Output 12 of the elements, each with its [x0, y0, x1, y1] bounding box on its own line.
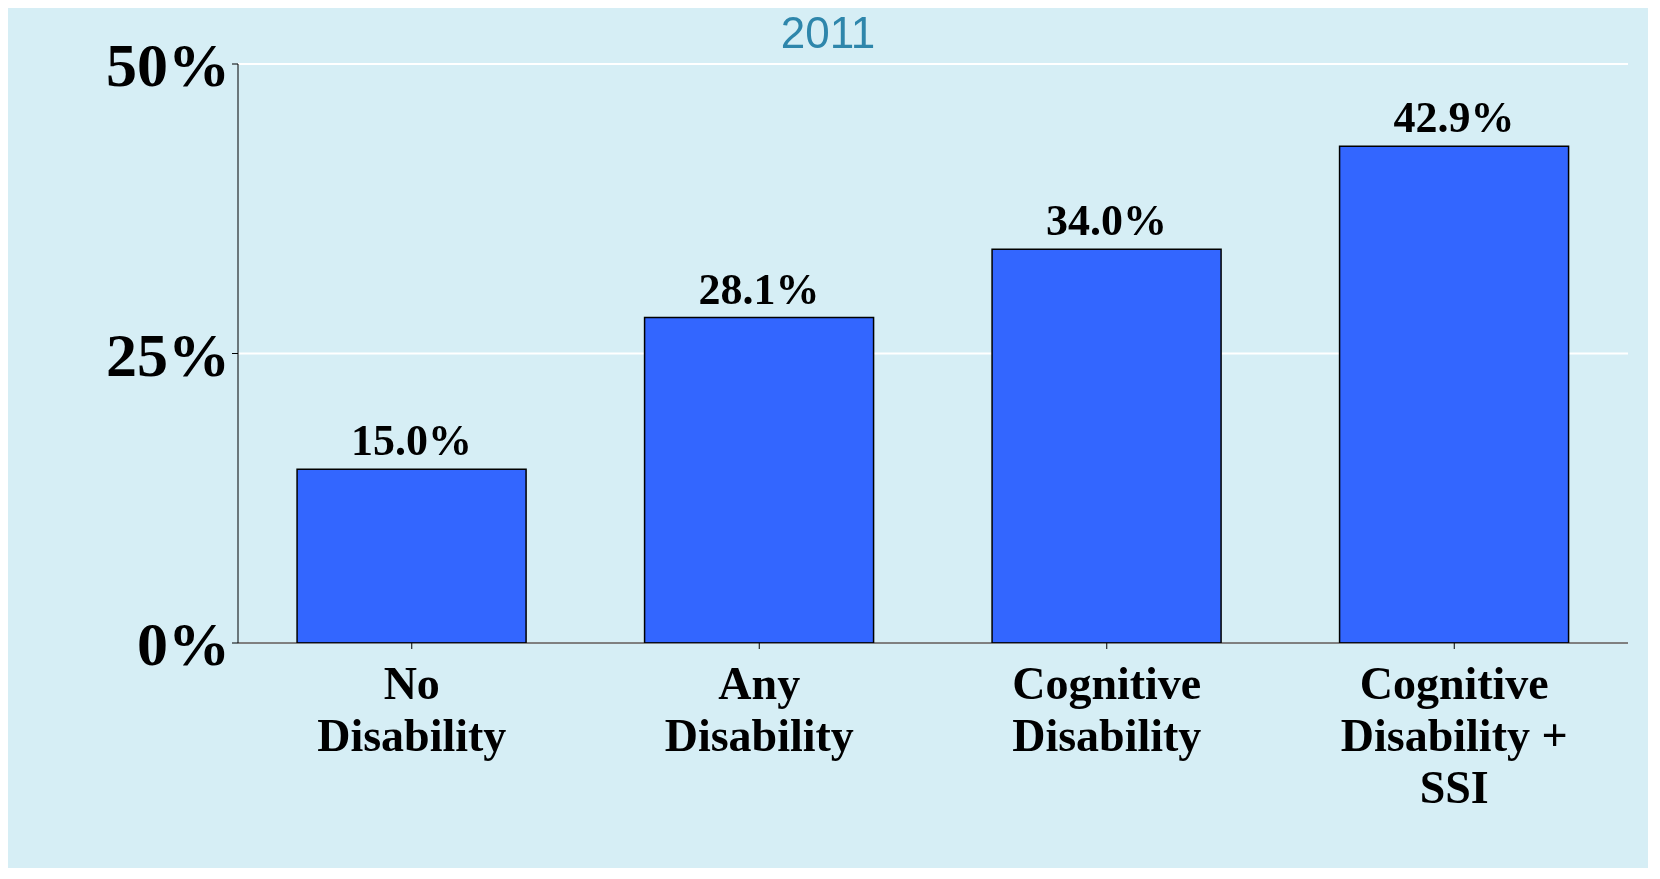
- data-label: 34.0%: [1046, 196, 1168, 246]
- x-tick-label: Any Disability: [664, 658, 854, 761]
- y-tick-label: 50%: [106, 31, 230, 100]
- x-tick-label: Cognitive Disability + SSI: [1340, 658, 1568, 813]
- x-tick-label: Cognitive Disability: [1012, 658, 1202, 761]
- chart-title: 2011: [780, 8, 876, 57]
- y-tick-label: 25%: [106, 320, 230, 389]
- x-tick-label: No Disability: [317, 658, 507, 761]
- data-label: 15.0%: [351, 416, 473, 466]
- y-tick-label: 0%: [137, 610, 230, 679]
- data-label: 42.9%: [1393, 93, 1515, 143]
- data-label: 28.1%: [698, 264, 820, 314]
